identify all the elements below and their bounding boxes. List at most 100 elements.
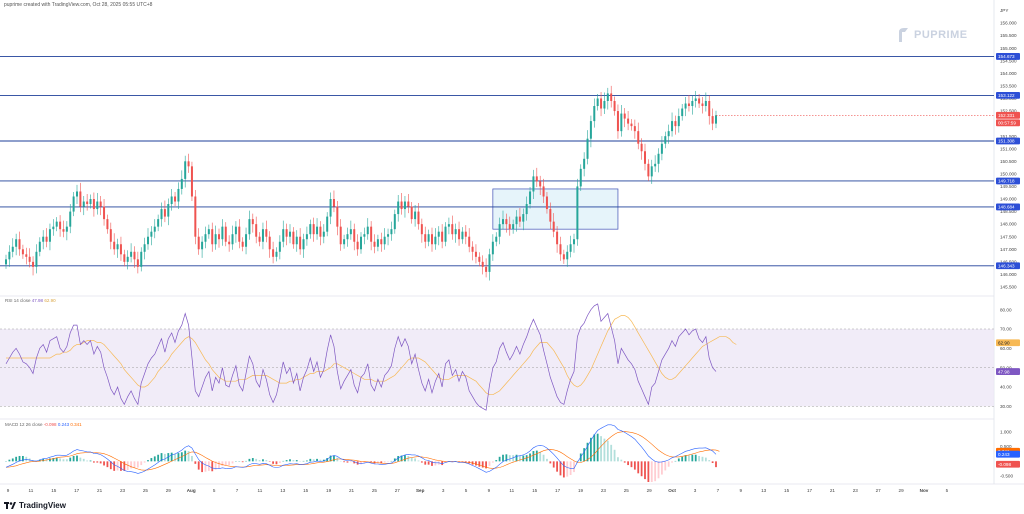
candle-body bbox=[387, 234, 390, 237]
candle-body bbox=[99, 201, 102, 207]
candle-body bbox=[278, 241, 281, 252]
macd-histogram-bar bbox=[221, 461, 224, 466]
candle-body bbox=[113, 241, 116, 250]
macd-histogram-bar bbox=[275, 461, 278, 465]
macd-hist-value: -0.098 bbox=[43, 422, 57, 427]
macd-histogram-bar bbox=[525, 455, 528, 462]
macd-histogram-bar bbox=[590, 437, 592, 462]
candle-body bbox=[272, 249, 275, 257]
candle-body bbox=[610, 93, 613, 101]
macd-histogram-bar bbox=[431, 461, 433, 466]
rsi-line bbox=[5, 303, 717, 411]
macd-histogram-bar bbox=[404, 455, 406, 462]
time-tick-label: 5 bbox=[465, 488, 468, 493]
macd-histogram-bar bbox=[322, 459, 325, 462]
candle-body bbox=[495, 236, 498, 242]
key-level-label-bg bbox=[996, 177, 1020, 185]
macd-histogram-bar bbox=[566, 461, 569, 477]
macd-hist-axis-label: -0.098 bbox=[998, 462, 1011, 467]
candle-body bbox=[69, 211, 72, 227]
candle-body bbox=[464, 231, 467, 237]
macd-histogram-bar bbox=[657, 461, 660, 479]
time-tick-label: 17 bbox=[555, 488, 561, 493]
macd-histogram-bar bbox=[133, 461, 136, 468]
time-tick-label: 11 bbox=[29, 488, 34, 493]
candle-body bbox=[545, 196, 548, 210]
macd-histogram-bar bbox=[258, 460, 261, 462]
key-level-label-bg bbox=[996, 53, 1020, 60]
candle-body bbox=[126, 256, 129, 262]
macd-histogram-bar bbox=[691, 454, 694, 462]
candle-body bbox=[393, 214, 396, 230]
time-tick-label: 9 bbox=[7, 488, 10, 493]
macd-histogram-bar bbox=[22, 455, 24, 462]
candle-body bbox=[708, 100, 711, 117]
time-tick-label: 7 bbox=[236, 488, 239, 493]
macd-histogram-bar bbox=[177, 453, 180, 462]
time-tick-label: 15 bbox=[303, 488, 309, 493]
macd-histogram-bar bbox=[562, 461, 565, 478]
last-price-label: 152.331 bbox=[998, 113, 1015, 118]
candle-body bbox=[332, 199, 335, 207]
candle-body bbox=[18, 239, 21, 250]
candle-body bbox=[512, 224, 515, 230]
candle-body bbox=[434, 236, 437, 245]
macd-histogram-bar bbox=[204, 461, 207, 472]
candle-body bbox=[201, 241, 204, 250]
macd-histogram-bar bbox=[549, 461, 552, 464]
candle-body bbox=[221, 226, 224, 240]
candle-body bbox=[491, 241, 494, 255]
time-tick-label: 3 bbox=[442, 488, 445, 493]
candle-body bbox=[116, 244, 119, 250]
candle-body bbox=[559, 244, 562, 255]
key-level-label: 153.122 bbox=[998, 93, 1015, 98]
candle-body bbox=[76, 191, 78, 197]
candle-body bbox=[228, 241, 231, 245]
macd-histogram-bar bbox=[515, 454, 518, 462]
macd-histogram-bar bbox=[42, 458, 45, 462]
macd-histogram-bar bbox=[488, 461, 491, 466]
macd-line bbox=[5, 424, 717, 474]
macd-histogram-bar bbox=[698, 455, 700, 462]
candle-body bbox=[130, 251, 133, 257]
macd-histogram-bar bbox=[694, 454, 697, 462]
candle-body bbox=[25, 254, 28, 257]
candle-body bbox=[468, 236, 471, 247]
macd-histogram-bar bbox=[407, 455, 410, 462]
candle-body bbox=[163, 209, 166, 217]
candle-body bbox=[481, 261, 484, 267]
macd-histogram-bar bbox=[647, 461, 650, 482]
time-tick-label: 11 bbox=[509, 488, 514, 493]
candle-body bbox=[704, 100, 707, 107]
candle-body bbox=[485, 266, 488, 272]
candle-body bbox=[623, 113, 626, 119]
macd-histogram-bar bbox=[593, 434, 596, 462]
candle-body bbox=[11, 246, 14, 252]
macd-histogram-bar bbox=[420, 461, 423, 463]
candle-body bbox=[660, 143, 663, 154]
macd-histogram-bar bbox=[211, 461, 214, 472]
candle-body bbox=[5, 259, 7, 265]
candle-body bbox=[35, 251, 38, 267]
macd-histogram-bar bbox=[136, 461, 139, 468]
macd-histogram-bar bbox=[262, 459, 264, 462]
macd-histogram-bar bbox=[664, 461, 667, 471]
time-tick-label: 21 bbox=[349, 488, 355, 493]
macd-histogram-bar bbox=[248, 458, 251, 462]
macd-histogram-bar bbox=[336, 457, 339, 462]
macd-histogram-bar bbox=[164, 453, 166, 462]
macd-histogram-bar bbox=[380, 461, 383, 464]
time-tick-label: 11 bbox=[258, 488, 263, 493]
candle-body bbox=[8, 251, 11, 260]
key-level-label-bg bbox=[996, 137, 1020, 145]
macd-histogram-bar bbox=[400, 455, 403, 462]
macd-histogram-bar bbox=[491, 461, 494, 463]
macd-histogram-bar bbox=[106, 461, 109, 468]
candle-body bbox=[586, 138, 589, 159]
candle-body bbox=[349, 229, 352, 235]
candle-body bbox=[21, 249, 24, 255]
tradingview-brand[interactable]: TradingView bbox=[4, 501, 66, 510]
candle-body bbox=[681, 108, 684, 117]
macd-histogram-bar bbox=[214, 461, 217, 470]
